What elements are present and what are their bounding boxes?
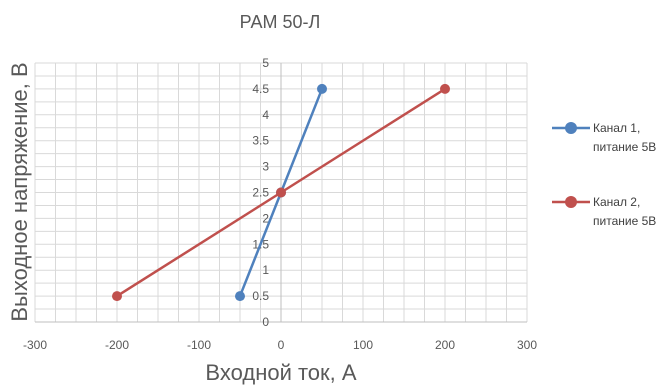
legend-marker: [565, 196, 577, 208]
chart-title: РАМ 50-Л: [240, 12, 321, 32]
x-tick-label: -300: [23, 338, 47, 352]
x-tick-label: 200: [435, 338, 455, 352]
y-axis-title: Выходное напряжение, В: [7, 62, 32, 321]
legend-marker: [565, 122, 577, 134]
legend-label: питание 5В: [593, 140, 656, 154]
legend-label: Канал 1,: [593, 121, 640, 135]
y-tick-label: 4.5: [252, 82, 269, 96]
y-tick-label: 5: [262, 56, 269, 70]
data-point: [112, 291, 122, 302]
y-tick-label: 2: [262, 211, 269, 225]
grid: [34, 62, 528, 323]
y-tick-label: 2.5: [252, 186, 269, 200]
legend-item-1: Канал 1, питание 5В: [552, 121, 656, 154]
y-tick-label: 3.5: [252, 134, 269, 148]
x-tick-label: -100: [187, 338, 211, 352]
x-tick-label: -200: [105, 338, 129, 352]
y-tick-label: 3: [262, 160, 269, 174]
data-point: [235, 291, 245, 302]
series-2: [112, 83, 450, 302]
series-layer: [112, 83, 450, 302]
x-tick-label: 0: [278, 338, 285, 352]
data-point: [276, 187, 286, 198]
data-point: [440, 83, 450, 94]
x-tick-label: 100: [353, 338, 373, 352]
x-tick-labels: -300 -200 -100 0 100 200 300: [23, 338, 537, 352]
y-tick-label: 1: [262, 263, 269, 277]
legend-label: Канал 2,: [593, 195, 640, 209]
x-tick-label: 300: [517, 338, 537, 352]
y-tick-label: 0.5: [252, 289, 269, 303]
x-axis-title: Входной ток, А: [205, 360, 356, 385]
data-point: [317, 83, 327, 94]
legend: Канал 1, питание 5В Канал 2, питание 5В: [552, 121, 656, 228]
y-tick-label: 0: [262, 315, 269, 329]
legend-item-2: Канал 2, питание 5В: [552, 195, 656, 228]
y-tick-label: 4: [262, 108, 269, 122]
legend-label: питание 5В: [593, 214, 656, 228]
